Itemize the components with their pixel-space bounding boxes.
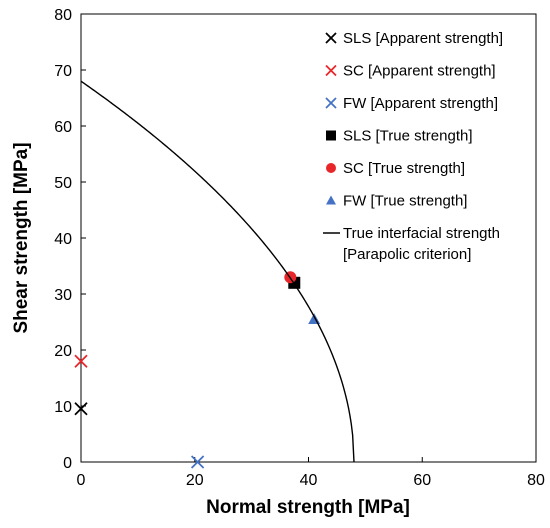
criterion-curve bbox=[80, 80, 355, 463]
legend-label: [Parapolic criterion] bbox=[343, 246, 471, 263]
legend-marker-stroke bbox=[325, 32, 337, 44]
x-tick-label: 0 bbox=[77, 472, 86, 489]
point-fw-apparent bbox=[190, 455, 205, 469]
legend-label: SC [Apparent strength] bbox=[343, 63, 496, 80]
legend-label: FW [True strength] bbox=[343, 193, 467, 210]
point-sls-apparent-stroke bbox=[74, 402, 88, 416]
plot-area: 0 20 40 60 80 0 10 20 30 40 50 60 70 80 bbox=[54, 7, 545, 489]
legend-label: SLS [Apparent strength] bbox=[343, 30, 503, 47]
legend: SLS [Apparent strength] SC [Apparent stre… bbox=[323, 30, 503, 263]
y-tick-label: 10 bbox=[54, 399, 72, 416]
point-sc-apparent-stroke bbox=[74, 354, 88, 368]
x-tick-label: 40 bbox=[300, 472, 318, 489]
legend-item-4: SLS [True strength] bbox=[326, 128, 473, 145]
legend-marker bbox=[326, 195, 336, 205]
y-tick-label: 60 bbox=[54, 119, 72, 136]
legend-marker-stroke bbox=[325, 97, 337, 109]
legend-label: SC [True strength] bbox=[343, 160, 465, 177]
x-axis-label: Normal strength [MPa] bbox=[206, 497, 410, 518]
legend-marker bbox=[325, 32, 337, 44]
y-tick-label: 40 bbox=[54, 231, 72, 248]
legend-marker bbox=[326, 163, 336, 173]
y-tick-label: 30 bbox=[54, 287, 72, 304]
y-tick-label: 50 bbox=[54, 175, 72, 192]
legend-item-1: SLS [Apparent strength] bbox=[325, 30, 503, 47]
y-tick-label: 20 bbox=[54, 343, 72, 360]
point-fw-true bbox=[308, 313, 321, 324]
x-tick-label: 60 bbox=[413, 472, 431, 489]
legend-label: FW [Apparent strength] bbox=[343, 95, 498, 112]
y-axis-label: Shear strength [MPa] bbox=[11, 142, 32, 333]
legend-item-6: FW [True strength] bbox=[326, 193, 467, 210]
legend-marker-stroke bbox=[325, 64, 337, 77]
x-tick-label: 80 bbox=[527, 472, 545, 489]
y-tick-label: 0 bbox=[63, 455, 72, 472]
point-sc-apparent bbox=[74, 354, 88, 368]
legend-item-7: True interfacial strength [Parapolic crit… bbox=[323, 225, 500, 263]
legend-label: SLS [True strength] bbox=[343, 128, 473, 145]
point-sls-apparent bbox=[74, 402, 88, 416]
point-fw-apparent-stroke bbox=[190, 455, 205, 469]
y-tick-label: 70 bbox=[54, 63, 72, 80]
x-tick-label: 20 bbox=[186, 472, 204, 489]
legend-item-2: SC [Apparent strength] bbox=[325, 63, 496, 80]
legend-item-3: FW [Apparent strength] bbox=[325, 95, 498, 112]
data-marks bbox=[74, 80, 355, 469]
y-tick-label: 80 bbox=[54, 7, 72, 24]
legend-marker bbox=[325, 97, 337, 109]
legend-item-5: SC [True strength] bbox=[326, 160, 465, 177]
legend-marker bbox=[325, 64, 337, 77]
legend-label: True interfacial strength bbox=[343, 225, 500, 242]
legend-marker bbox=[326, 130, 336, 141]
